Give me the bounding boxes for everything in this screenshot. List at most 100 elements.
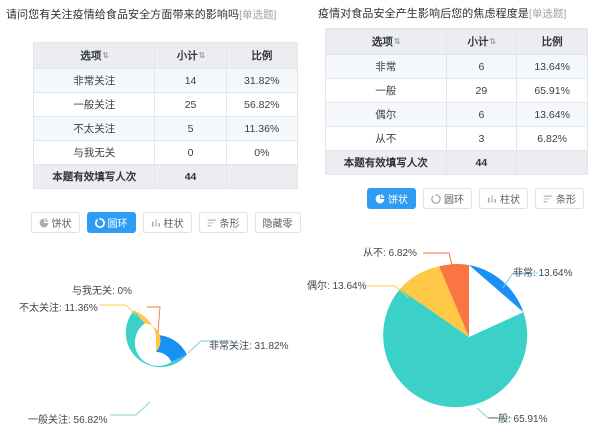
cell-percent: 65.91% — [516, 78, 588, 103]
cell-percent: 13.64% — [516, 54, 588, 79]
table-row: 偶尔 6 13.64% — [325, 102, 588, 127]
donut-chart-left: 非常关注: 31.82% 一般关注: 56.82% 不太关注: 11.36% 与… — [0, 245, 305, 441]
pie-slice-1[interactable] — [383, 288, 528, 408]
chart-type-button-pie[interactable]: 饼状 — [30, 212, 80, 233]
cell-count: 25 — [154, 92, 227, 117]
donut-label-3: 与我无关: 0% — [72, 286, 133, 297]
chart-type-button-donut-label: 圆环 — [107, 219, 128, 230]
table-row: 从不 3 6.82% — [325, 126, 588, 151]
pie-label-0: 非常: 13.64% — [513, 268, 573, 279]
column-header-percent[interactable]: 比例 — [516, 28, 588, 55]
bar-horizontal-icon — [543, 194, 553, 204]
page-title: 请问您有关注疫情给食品安全方面带来的影响吗[单选题] — [6, 5, 300, 24]
cell-option: 一般 — [325, 78, 447, 103]
cell-count: 6 — [445, 102, 518, 127]
cell-option: 一般关注 — [32, 92, 156, 117]
donut-label-2: 不太关注: 11.36% — [19, 303, 98, 314]
cell-count: 0 — [154, 140, 227, 165]
leader-line-2 — [100, 304, 137, 316]
bar-vertical-icon — [151, 218, 161, 228]
cell-count: 29 — [445, 78, 518, 103]
chart-type-toolbar-left: 饼状 圆环 柱状 条形 隐藏零 — [30, 212, 301, 233]
column-header-option[interactable]: 选项⇅ — [32, 42, 156, 69]
table-total-row: 本题有效填写人次 44 — [32, 164, 299, 189]
donut-label-0: 非常关注: 31.82% — [209, 341, 289, 352]
bar-vertical-icon — [487, 194, 497, 204]
chart-type-button-column[interactable]: 柱状 — [142, 212, 192, 233]
table-row: 与我无关 0 0% — [32, 140, 299, 165]
chart-type-button-pie[interactable]: 饼状 — [367, 188, 416, 209]
cell-percent: 6.82% — [516, 126, 588, 151]
table-total-row: 本题有效填写人次 44 — [325, 150, 588, 175]
pie-chart-svg — [367, 252, 538, 419]
donut-label-1: 一般关注: 56.82% — [28, 415, 108, 426]
sort-icon[interactable]: ⇅ — [489, 37, 497, 46]
table-row: 一般 29 65.91% — [325, 78, 588, 103]
sort-icon[interactable]: ⇅ — [393, 37, 401, 46]
leader-line-3 — [423, 252, 454, 270]
table-row: 非常 6 13.64% — [325, 54, 588, 79]
donut-chart-svg — [100, 304, 232, 416]
cell-total-percent — [225, 164, 299, 189]
cell-option: 不太关注 — [32, 116, 156, 141]
donut-slice-1[interactable] — [125, 310, 187, 368]
cell-total-label: 本题有效填写人次 — [325, 150, 447, 175]
column-header-count[interactable]: 小计⇅ — [445, 28, 518, 55]
chart-type-button-bar-label: 条形 — [219, 219, 240, 230]
chart-type-button-donut[interactable]: 圆环 — [86, 212, 136, 233]
cell-count: 14 — [154, 68, 227, 93]
chart-type-button-pie-label: 饼状 — [51, 219, 72, 230]
table-row: 非常关注 14 31.82% — [32, 68, 299, 93]
pie-slice-2[interactable] — [399, 266, 469, 337]
cell-count: 3 — [445, 126, 518, 151]
pie-slice-0[interactable] — [469, 265, 524, 313]
bar-horizontal-icon — [207, 218, 217, 228]
leader-line-0 — [502, 272, 538, 289]
cell-option: 从不 — [325, 126, 447, 151]
cell-option: 非常关注 — [32, 68, 156, 93]
chart-type-button-donut-label: 圆环 — [444, 195, 464, 206]
hide-zero-button[interactable]: 隐藏零 — [254, 212, 301, 233]
leader-line-1 — [110, 401, 151, 416]
table-header-row: 选项⇅ 小计⇅ 比例 — [325, 28, 588, 55]
donut-slice-2[interactable] — [133, 310, 161, 352]
cell-percent: 56.82% — [225, 92, 299, 117]
donut-icon — [431, 193, 441, 204]
donut-icon — [94, 217, 105, 228]
column-header-count[interactable]: 小计⇅ — [154, 42, 227, 69]
pie-chart-right: 非常: 13.64% 一般: 65.91% 偶尔: 13.64% 从不: 6.8… — [305, 220, 600, 441]
cell-total-value: 44 — [445, 150, 518, 175]
chart-type-button-bar[interactable]: 条形 — [198, 212, 248, 233]
stats-table-left: 选项⇅ 小计⇅ 比例 非常关注 14 31.82% 一般关注 25 56.82% — [32, 42, 299, 189]
column-header-option[interactable]: 选项⇅ — [325, 28, 447, 55]
chart-type-button-column[interactable]: 柱状 — [479, 188, 528, 209]
chart-type-button-bar[interactable]: 条形 — [535, 188, 584, 209]
cell-total-value: 44 — [154, 164, 227, 189]
question-type-tag-right: [单选题] — [528, 8, 567, 20]
pie-icon — [39, 217, 49, 228]
pie-icon — [375, 193, 385, 204]
table-row: 不太关注 5 11.36% — [32, 116, 299, 141]
chart-type-button-column-label: 柱状 — [163, 219, 184, 230]
donut-slice-0[interactable] — [156, 334, 187, 362]
leader-line-2 — [367, 285, 410, 299]
pie-slice-3[interactable] — [439, 264, 469, 337]
question-title-right: 疫情对食品安全产生影响后您的焦虑程度是 — [318, 8, 529, 20]
pie-label-2: 偶尔: 13.64% — [307, 281, 367, 292]
table-header-row: 选项⇅ 小计⇅ 比例 — [32, 42, 299, 69]
cell-option: 偶尔 — [325, 102, 447, 127]
chart-type-toolbar-right: 饼状 圆环 柱状 条形 — [325, 188, 588, 209]
hide-zero-button-label: 隐藏零 — [262, 219, 293, 230]
cell-total-percent — [516, 150, 588, 175]
stats-table-right: 选项⇅ 小计⇅ 比例 非常 6 13.64% 一般 29 65.91% — [325, 28, 588, 175]
table-row: 一般关注 25 56.82% — [32, 92, 299, 117]
column-header-option-label: 选项 — [371, 36, 393, 48]
sort-icon[interactable]: ⇅ — [198, 51, 206, 60]
question-type-tag-left: [单选题] — [239, 9, 277, 21]
cell-percent: 31.82% — [225, 68, 299, 93]
column-header-percent[interactable]: 比例 — [225, 42, 299, 69]
sort-icon[interactable]: ⇅ — [102, 51, 109, 60]
cell-percent: 0% — [225, 140, 299, 165]
chart-type-button-donut[interactable]: 圆环 — [423, 188, 472, 209]
leader-line-3 — [147, 306, 161, 334]
